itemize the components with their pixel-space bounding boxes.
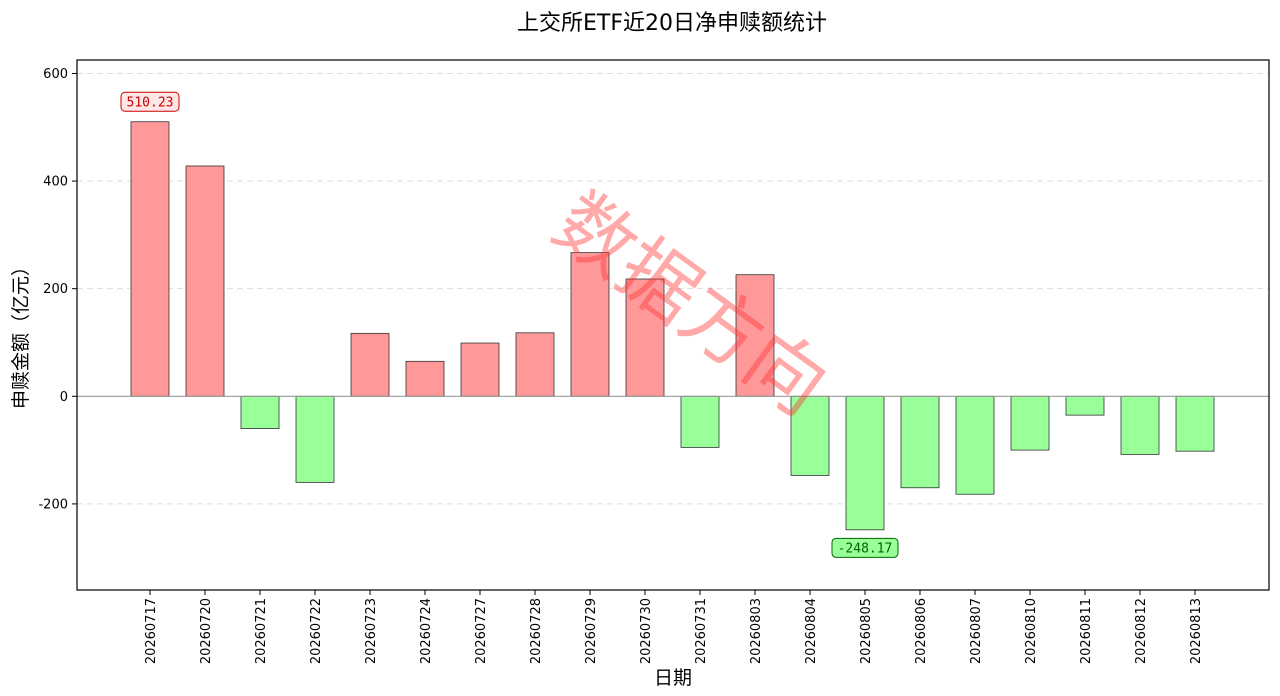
x-tick-label: 20260724 xyxy=(419,598,434,664)
bar xyxy=(185,165,225,397)
bar xyxy=(350,332,390,397)
x-tick-label: 20260722 xyxy=(309,598,324,664)
y-tick-label: 200 xyxy=(43,282,68,297)
x-tick-label: 20260805 xyxy=(859,598,874,664)
bar xyxy=(130,121,170,397)
annotations: 510.23 -248.17 xyxy=(120,91,899,558)
bar xyxy=(1010,395,1050,451)
x-tick-label: 20260807 xyxy=(969,598,984,664)
bar xyxy=(1120,395,1160,455)
y-axis-label: 申赎金额（亿元） xyxy=(10,257,32,409)
x-tick-label: 20260803 xyxy=(749,598,764,664)
x-tick-label: 20260721 xyxy=(254,598,269,664)
bar xyxy=(845,395,885,531)
data-label: 510.23 xyxy=(127,95,174,110)
bar xyxy=(515,332,555,397)
x-tick-label: 20260727 xyxy=(474,598,489,664)
bar xyxy=(295,395,335,483)
bars xyxy=(130,121,1215,531)
bar xyxy=(460,342,500,397)
x-tick-label: 20260810 xyxy=(1024,598,1039,664)
bar xyxy=(1065,395,1105,416)
data-label-box xyxy=(831,537,899,558)
bar xyxy=(570,252,610,397)
x-tick-label: 20260806 xyxy=(914,598,929,664)
y-tick-label: 600 xyxy=(43,67,68,82)
y-tick-label: -200 xyxy=(38,497,68,512)
x-tick-label: 20260720 xyxy=(199,598,214,664)
x-tick-label: 20260812 xyxy=(1134,598,1149,664)
x-tick-label: 20260729 xyxy=(584,598,599,664)
x-tick-label: 20260728 xyxy=(529,598,544,664)
x-tick-label: 20260717 xyxy=(144,598,159,664)
y-tick-label: 400 xyxy=(43,175,68,190)
bar xyxy=(680,395,720,448)
chart-title: 上交所ETF近20日净申赎额统计 xyxy=(517,11,827,36)
x-axis-label: 日期 xyxy=(654,667,692,689)
bar xyxy=(240,395,280,429)
bar xyxy=(790,395,830,476)
x-tick-label: 20260731 xyxy=(694,598,709,664)
x-tick-label: 20260804 xyxy=(804,598,819,664)
data-label: -248.17 xyxy=(838,541,893,556)
plot-frame xyxy=(76,59,1270,591)
y-tick-label: 0 xyxy=(60,390,68,405)
x-tick-label: 20260811 xyxy=(1079,598,1094,664)
bar xyxy=(900,395,940,489)
bar xyxy=(955,395,995,495)
x-axis-ticks: 20260717 20260720 20260721 20260722 20260723… xyxy=(144,590,1204,664)
data-label-box xyxy=(120,91,180,112)
bar xyxy=(735,274,775,397)
bar xyxy=(405,360,445,397)
bar xyxy=(1175,395,1215,452)
x-tick-label: 20260723 xyxy=(364,598,379,664)
y-axis-ticks: -200 0 200 400 600 xyxy=(38,67,77,512)
grid-lines xyxy=(77,72,1269,505)
x-tick-label: 20260730 xyxy=(639,598,654,664)
x-tick-label: 20260813 xyxy=(1189,598,1204,664)
